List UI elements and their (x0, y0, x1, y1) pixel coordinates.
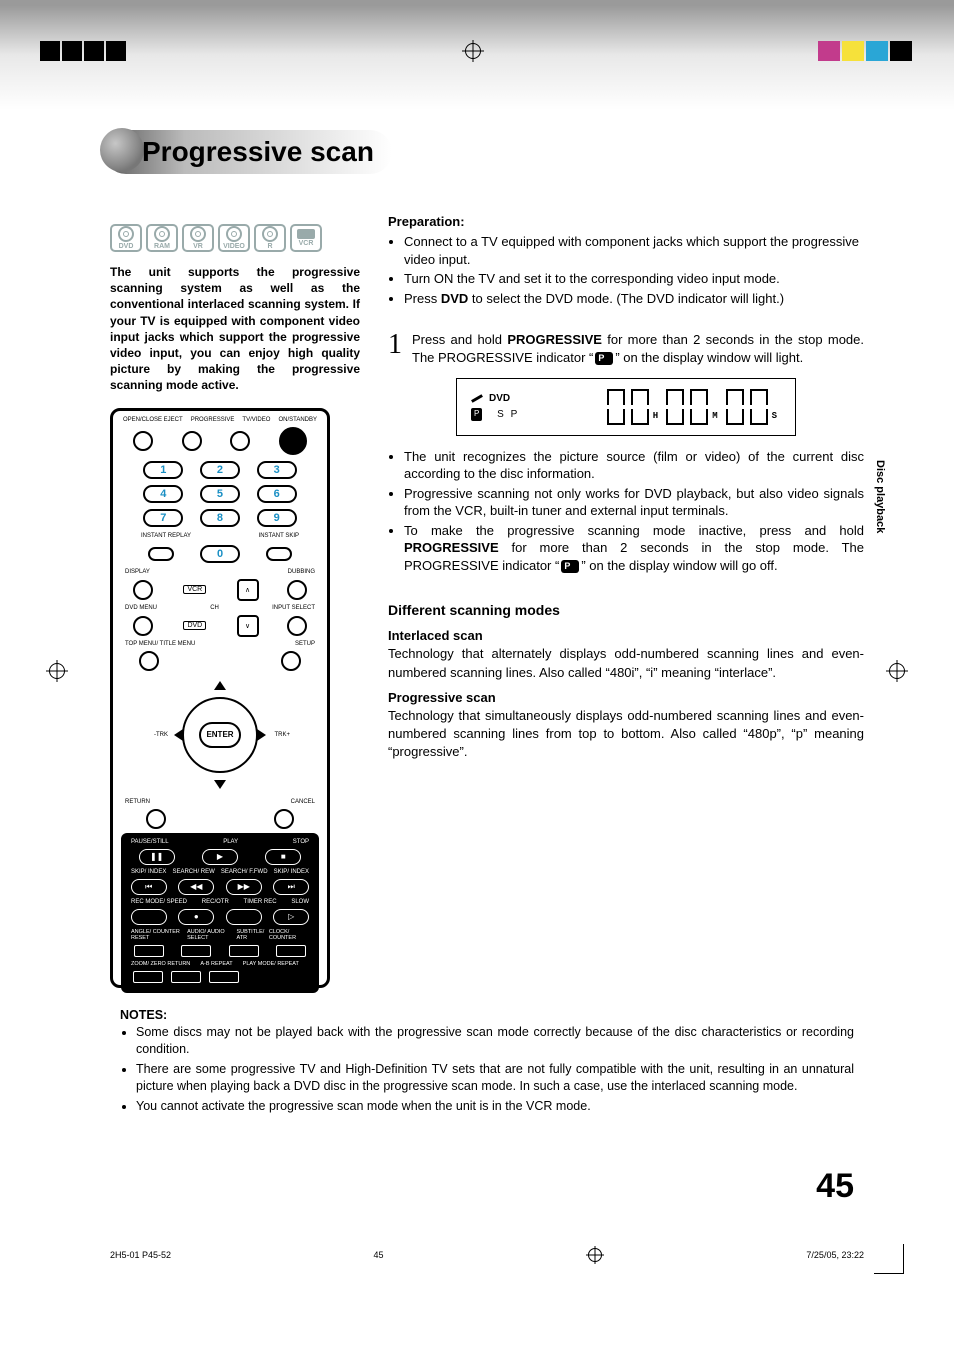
step-number: 1 (388, 331, 402, 367)
registration-cross (462, 40, 484, 62)
intro-paragraph: The unit supports the progressive scanni… (110, 264, 360, 394)
step-notes: The unit recognizes the picture source (… (388, 448, 864, 575)
preparation-heading: Preparation: (388, 214, 864, 229)
step-note-item: Progressive scanning not only works for … (404, 485, 864, 520)
registration-cross-left (46, 660, 68, 682)
footer-right: 7/25/05, 23:22 (806, 1250, 864, 1260)
footer-left: 2H5-01 P45-52 (110, 1250, 171, 1260)
top-gradient (0, 0, 954, 110)
page-title-band: Progressive scan (104, 130, 392, 174)
disc-icon-r: R (254, 224, 286, 252)
disc-icon-vcr: VCR (290, 224, 322, 252)
step-note-item: To make the progressive scanning mode in… (404, 522, 864, 575)
remote-illustration: OPEN/CLOSE EJECT PROGRESSIVE TV/VIDEO ON… (110, 408, 330, 988)
modes-heading: Different scanning modes (388, 602, 864, 618)
disc-type-icons: DVDRAMVRVIDEORVCR (110, 224, 360, 252)
step-text: Press and hold PROGRESSIVE for more than… (412, 331, 864, 367)
preparation-item: Press DVD to select the DVD mode. (The D… (404, 290, 864, 308)
interlaced-paragraph: Technology that alternately displays odd… (388, 645, 864, 681)
display-window: DVD P S P H M S (456, 378, 796, 436)
preparation-item: Turn ON the TV and set it to the corresp… (404, 270, 864, 288)
page-number: 45 (0, 1117, 954, 1216)
footer-mid: 45 (374, 1250, 384, 1260)
seven-segment-display: H M S (605, 389, 781, 425)
notes-section: NOTES: Some discs may not be played back… (0, 1008, 954, 1116)
color-registration (818, 41, 914, 61)
step-note-item: The unit recognizes the picture source (… (404, 448, 864, 483)
preparation-item: Connect to a TV equipped with component … (404, 233, 864, 268)
disc-icon-vr: VR (182, 224, 214, 252)
disc-icon-ram: RAM (146, 224, 178, 252)
registration-cross-footer (586, 1246, 604, 1264)
corner-crop-mark (874, 1244, 904, 1274)
page-title: Progressive scan (132, 136, 374, 168)
notes-heading: NOTES: (120, 1008, 854, 1022)
pen-icon (471, 394, 483, 403)
side-tab: Disc playback (874, 460, 886, 533)
note-item: There are some progressive TV and High-D… (136, 1061, 854, 1096)
disc-icon-video: VIDEO (218, 224, 250, 252)
registration-cross-right (886, 660, 908, 682)
note-item: You cannot activate the progressive scan… (136, 1098, 854, 1116)
interlaced-heading: Interlaced scan (388, 628, 864, 643)
p-indicator-icon (595, 352, 613, 365)
step-1: 1 Press and hold PROGRESSIVE for more th… (388, 331, 864, 367)
progressive-paragraph: Technology that simultaneously displays … (388, 707, 864, 762)
black-registration (40, 41, 128, 61)
crop-marks (0, 40, 954, 62)
note-item: Some discs may not be played back with t… (136, 1024, 854, 1059)
progressive-heading: Progressive scan (388, 690, 864, 705)
preparation-list: Connect to a TV equipped with component … (388, 233, 864, 307)
footer: 2H5-01 P45-52 45 7/25/05, 23:22 (0, 1216, 954, 1284)
disc-icon-dvd: DVD (110, 224, 142, 252)
